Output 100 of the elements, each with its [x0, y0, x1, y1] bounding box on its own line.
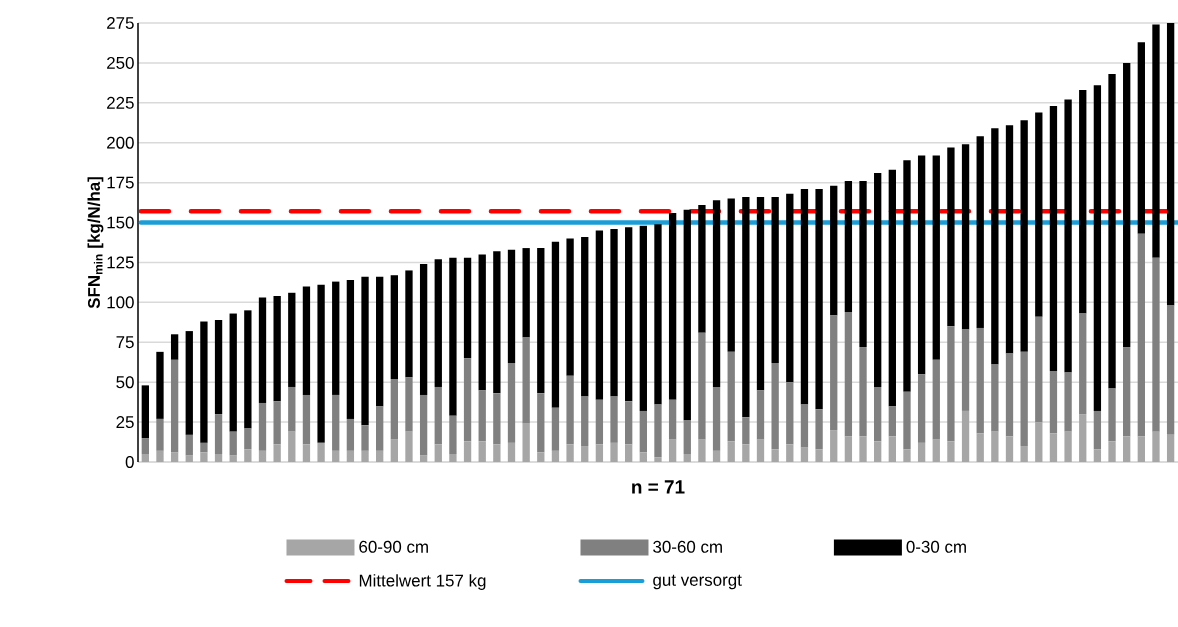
bar [434, 386, 442, 445]
bar [625, 227, 633, 402]
bar [405, 270, 413, 378]
bar [346, 280, 355, 419]
bar [390, 439, 398, 462]
bar [244, 449, 252, 462]
bar [961, 144, 970, 330]
bar [683, 454, 691, 462]
bar [903, 449, 911, 462]
bar [258, 450, 267, 462]
bar [698, 439, 706, 462]
y-axis-title: SFN$_{min}$ [kg/N/ha] [87, 177, 104, 309]
bar [1108, 441, 1116, 462]
legend-label: Mittelwert 157 kg [359, 574, 486, 590]
bar [654, 224, 662, 405]
bar [961, 329, 970, 411]
bar [903, 391, 911, 450]
bar [1079, 414, 1087, 462]
y-tick-label: 275 [107, 16, 134, 29]
bar [932, 155, 940, 360]
bar [141, 385, 149, 439]
bar [522, 337, 530, 424]
bar [522, 248, 530, 338]
bar [1123, 62, 1131, 348]
bar [434, 444, 442, 462]
y-tick-label: 175 [107, 176, 134, 189]
bar [346, 450, 355, 462]
bar [654, 457, 662, 462]
bar [698, 332, 706, 440]
bar [1064, 431, 1072, 462]
bar [830, 430, 838, 462]
bar [859, 347, 867, 437]
bar [537, 248, 545, 394]
legend-label: 0-30 cm [906, 540, 966, 553]
bar [712, 200, 721, 387]
bar [258, 402, 267, 451]
bar [1020, 120, 1028, 352]
bar [639, 452, 647, 462]
bar [551, 407, 560, 451]
bar [200, 452, 208, 462]
bar [888, 436, 896, 462]
bar [595, 230, 604, 400]
bar [1166, 434, 1175, 462]
bar [742, 444, 750, 462]
bar [815, 409, 823, 450]
bar [1093, 449, 1102, 462]
bar [683, 209, 691, 421]
bar [786, 444, 794, 462]
bar [361, 276, 369, 426]
bar [478, 254, 486, 391]
bar [376, 406, 384, 451]
bar [1093, 85, 1102, 411]
bar [1166, 305, 1175, 435]
bar [874, 173, 882, 387]
bar [1005, 436, 1014, 462]
bar [888, 406, 896, 437]
bar [1035, 316, 1043, 423]
bar [214, 454, 223, 462]
bar [507, 363, 516, 443]
bar [727, 441, 735, 462]
bar [376, 450, 384, 462]
bar [917, 155, 926, 375]
bar [449, 415, 457, 455]
bar [639, 410, 647, 453]
bar [1035, 112, 1043, 317]
bar [449, 454, 457, 462]
bar [405, 377, 413, 432]
bar [1137, 233, 1145, 437]
bar [478, 390, 486, 442]
bar [1093, 410, 1102, 450]
bar [903, 160, 911, 392]
bar [976, 327, 984, 434]
bar [786, 193, 794, 383]
bar [332, 394, 340, 451]
bar [1152, 24, 1160, 258]
bar [317, 284, 325, 443]
bar [756, 390, 765, 440]
bar [991, 431, 999, 462]
bar [288, 292, 296, 387]
bar [566, 238, 574, 376]
bar [991, 128, 999, 365]
legend-label: gut versorgt [653, 574, 742, 590]
bar [1108, 74, 1116, 389]
bar [800, 447, 809, 462]
bar [815, 189, 823, 410]
bar [800, 404, 809, 448]
bar [654, 404, 662, 458]
bar [244, 428, 252, 450]
x-axis-title: n = 71 [632, 480, 685, 494]
bar [302, 444, 311, 462]
bar [610, 396, 618, 443]
bar [683, 420, 691, 455]
bar [156, 418, 164, 451]
bar [1108, 388, 1116, 442]
bar [390, 378, 398, 440]
bar [463, 441, 472, 462]
bar [698, 204, 706, 333]
bar [258, 297, 267, 403]
bar [170, 359, 179, 453]
y-tick-label: 100 [107, 296, 134, 309]
